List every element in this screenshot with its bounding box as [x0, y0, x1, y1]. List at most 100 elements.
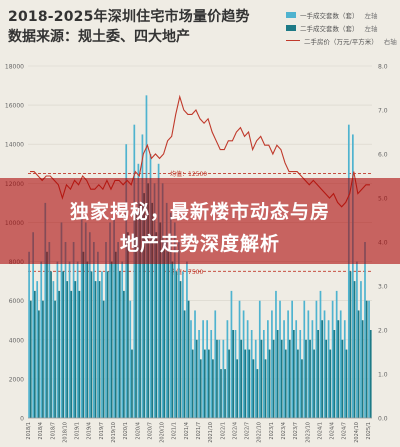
x-axis-tick-label: 2019/4	[87, 422, 93, 440]
x-axis-tick-label: 2023/4	[281, 422, 287, 440]
bar-resale-homes	[333, 330, 336, 418]
bar-resale-homes	[42, 300, 44, 418]
x-axis-tick-label: 2022/4	[232, 422, 238, 440]
bar-resale-homes	[345, 349, 348, 418]
bar-resale-homes	[70, 290, 73, 418]
bar-new-homes	[218, 339, 221, 418]
right-axis-tick-label: 0.0	[378, 416, 388, 423]
bar-new-homes	[157, 163, 160, 418]
x-axis-tick-label: 2024/1	[317, 422, 323, 440]
x-axis-tick-label: 2023/1	[269, 422, 275, 440]
legend-item-resale-price: 二手房价（万元/平方米） 右轴	[286, 34, 397, 47]
bar-resale-homes	[62, 271, 65, 418]
bar-resale-homes	[272, 339, 275, 418]
bar-resale-homes	[98, 281, 101, 418]
bar-new-homes	[335, 290, 338, 418]
bar-new-homes	[347, 124, 350, 419]
bar-new-homes	[295, 320, 298, 418]
bar-resale-homes	[208, 349, 210, 418]
bar-new-homes	[84, 222, 87, 418]
headline-line-2: 地产走势深度解析	[119, 233, 280, 255]
bar-new-homes	[182, 271, 184, 418]
bar-new-homes	[262, 330, 265, 418]
bar-new-homes	[101, 271, 103, 418]
bar-resale-homes	[135, 212, 137, 418]
bar-new-homes	[60, 222, 63, 418]
bar-resale-homes	[280, 339, 283, 418]
bar-new-homes	[48, 242, 51, 418]
x-axis-tick-label: 2020/1	[123, 422, 129, 440]
bar-new-homes	[76, 261, 79, 418]
bar-resale-homes	[199, 359, 202, 418]
right-axis-tick-label: 1.0	[378, 372, 388, 379]
bar-resale-homes	[337, 320, 340, 418]
x-axis-tick-label: 2022/7	[245, 422, 251, 440]
bar-resale-homes	[252, 359, 255, 418]
bar-new-homes	[214, 310, 217, 418]
x-axis-tick-label: 2020/4	[135, 422, 141, 440]
bar-resale-homes	[288, 339, 291, 418]
bar-resale-homes	[349, 271, 352, 418]
bar-resale-homes	[171, 261, 174, 418]
right-axis-tick-label: 7.0	[378, 108, 388, 115]
bar-new-homes	[311, 320, 314, 418]
bar-new-homes	[186, 261, 188, 418]
bar-resale-homes	[216, 339, 218, 418]
x-axis-tick-label: 2021/10	[208, 422, 214, 443]
bar-resale-homes	[232, 330, 234, 418]
bar-new-homes	[194, 310, 196, 418]
bar-new-homes	[267, 320, 269, 418]
chart-legend: 一手成交套数（套） 左轴 二手成交套数（套） 左轴 二手房价（万元/平方米） 右…	[286, 8, 397, 47]
bar-new-homes	[258, 300, 261, 418]
bar-new-homes	[137, 163, 140, 418]
bar-resale-homes	[256, 369, 259, 418]
bar-resale-homes	[151, 202, 154, 418]
legend-label-resale-homes: 二手成交套数（套）	[300, 24, 359, 33]
right-axis-tick-label: 3.0	[378, 284, 388, 291]
bar-new-homes	[141, 134, 144, 418]
x-axis-tick-label: 2019/1	[75, 422, 81, 440]
legend-item-resale-homes: 二手成交套数（套） 左轴	[286, 21, 397, 34]
x-axis-tick-label: 2021/7	[196, 422, 202, 440]
bar-resale-homes	[353, 281, 356, 418]
bar-resale-homes	[106, 271, 109, 418]
bar-new-homes	[226, 320, 229, 418]
x-axis-tick-label: 2019/7	[99, 422, 105, 440]
bar-new-homes	[206, 320, 209, 418]
bar-resale-homes	[357, 310, 360, 418]
bar-resale-homes	[284, 349, 287, 418]
bar-new-homes	[149, 154, 152, 418]
bar-resale-homes	[159, 222, 162, 418]
bar-new-homes	[238, 300, 241, 418]
bar-new-homes	[92, 242, 95, 418]
x-axis-tick-label: 2024/4	[330, 422, 336, 440]
bar-resale-homes	[248, 349, 251, 418]
bar-new-homes	[129, 300, 132, 418]
bar-new-homes	[307, 310, 310, 418]
x-axis: 2018/1 2018/4 2018/7 2018/10 2019/1 2019/4 201…	[26, 417, 372, 443]
bar-resale-homes	[74, 281, 77, 418]
bar-resale-homes	[313, 349, 315, 418]
x-axis-tick-label: 2018/4	[38, 422, 44, 440]
bar-new-homes	[339, 310, 342, 418]
bar-new-homes	[64, 242, 67, 418]
bar-resale-homes	[118, 271, 121, 418]
bar-new-homes	[323, 310, 326, 418]
bar-resale-homes	[82, 251, 85, 418]
bar-resale-homes	[293, 330, 295, 418]
x-axis-tick-label: 2020/7	[147, 422, 153, 440]
bar-new-homes	[343, 320, 346, 418]
right-axis-tick-label: 6.0	[378, 152, 388, 159]
bar-new-homes	[364, 242, 366, 418]
bar-new-homes	[303, 300, 306, 418]
legend-axis-new-homes: 左轴	[364, 11, 378, 20]
chart-subtitle: 数据来源：规土委、四大地产	[8, 29, 190, 45]
legend-swatch-new-homes	[286, 11, 296, 18]
x-axis-tick-label: 2023/7	[293, 422, 299, 440]
bar-resale-homes	[325, 339, 328, 418]
bar-new-homes	[36, 281, 39, 418]
chart-title: 2018-2025年深圳住宅市场量价趋势	[8, 9, 250, 25]
bar-resale-homes	[297, 349, 299, 418]
bar-new-homes	[368, 300, 370, 418]
bar-resale-homes	[268, 349, 271, 418]
